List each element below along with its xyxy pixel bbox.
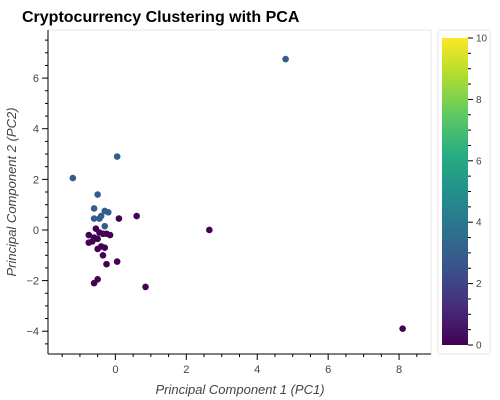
colorbar-tick-label: 10 bbox=[476, 34, 488, 45]
y-tick-label: −2 bbox=[26, 276, 39, 288]
x-tick-label: 8 bbox=[396, 364, 402, 376]
colorbar-tick-label: 4 bbox=[476, 218, 482, 229]
colorbar-tick-label: 8 bbox=[476, 95, 482, 106]
y-axis-ticks: −4 −2 0 2 4 6 bbox=[26, 39, 48, 345]
data-point[interactable] bbox=[101, 244, 109, 251]
y-tick-label: 4 bbox=[33, 124, 39, 136]
data-point[interactable] bbox=[90, 205, 98, 212]
data-point[interactable] bbox=[113, 258, 121, 265]
data-point[interactable] bbox=[103, 260, 110, 268]
x-tick-label: 2 bbox=[183, 364, 189, 376]
data-point[interactable] bbox=[94, 235, 101, 243]
data-point[interactable] bbox=[113, 153, 121, 160]
data-point[interactable] bbox=[85, 239, 93, 246]
data-point[interactable] bbox=[90, 215, 98, 222]
y-tick-label: −4 bbox=[26, 326, 39, 338]
plot-frame bbox=[47, 29, 432, 355]
colorbar-tick-label: 0 bbox=[476, 341, 482, 352]
data-point[interactable] bbox=[94, 191, 101, 198]
x-tick-label: 0 bbox=[112, 364, 118, 376]
colorbar-gradient bbox=[442, 38, 468, 345]
colorbar-tick-label: 6 bbox=[476, 156, 482, 167]
data-point[interactable] bbox=[206, 226, 213, 234]
data-point[interactable] bbox=[115, 215, 123, 222]
colorbar: 0 2 4 6 8 10 bbox=[437, 29, 491, 355]
y-tick-label: 0 bbox=[33, 225, 39, 237]
x-axis-label: Principal Component 1 (PC1) bbox=[155, 382, 324, 397]
data-point[interactable] bbox=[94, 245, 101, 253]
data-point[interactable] bbox=[90, 279, 98, 287]
data-point[interactable] bbox=[99, 251, 107, 259]
y-tick-label: 6 bbox=[33, 73, 39, 85]
colorbar-ticks: 0 2 4 6 8 10 bbox=[468, 34, 488, 352]
chart-title: Cryptocurrency Clustering with PCA bbox=[22, 9, 300, 26]
y-tick-label: 2 bbox=[33, 174, 39, 186]
data-point[interactable] bbox=[106, 231, 114, 239]
data-point[interactable] bbox=[104, 208, 112, 216]
colorbar-tick-label: 2 bbox=[476, 279, 482, 290]
data-point[interactable] bbox=[133, 212, 140, 220]
x-axis-ticks: 0 2 4 6 8 bbox=[61, 354, 418, 376]
data-point[interactable] bbox=[96, 215, 103, 222]
x-tick-label: 4 bbox=[254, 364, 260, 376]
data-point[interactable] bbox=[282, 55, 289, 63]
data-point[interactable] bbox=[399, 325, 406, 332]
data-point[interactable] bbox=[69, 174, 77, 182]
data-points bbox=[69, 55, 406, 332]
x-tick-label: 6 bbox=[325, 364, 331, 376]
data-point[interactable] bbox=[85, 231, 93, 239]
data-point[interactable] bbox=[101, 222, 109, 230]
plot-area: 0 2 4 6 8 −4 −2 0 2 4 6 bbox=[26, 29, 432, 376]
data-point[interactable] bbox=[142, 283, 149, 291]
y-axis-label: Principal Component 2 (PC2) bbox=[4, 107, 19, 276]
